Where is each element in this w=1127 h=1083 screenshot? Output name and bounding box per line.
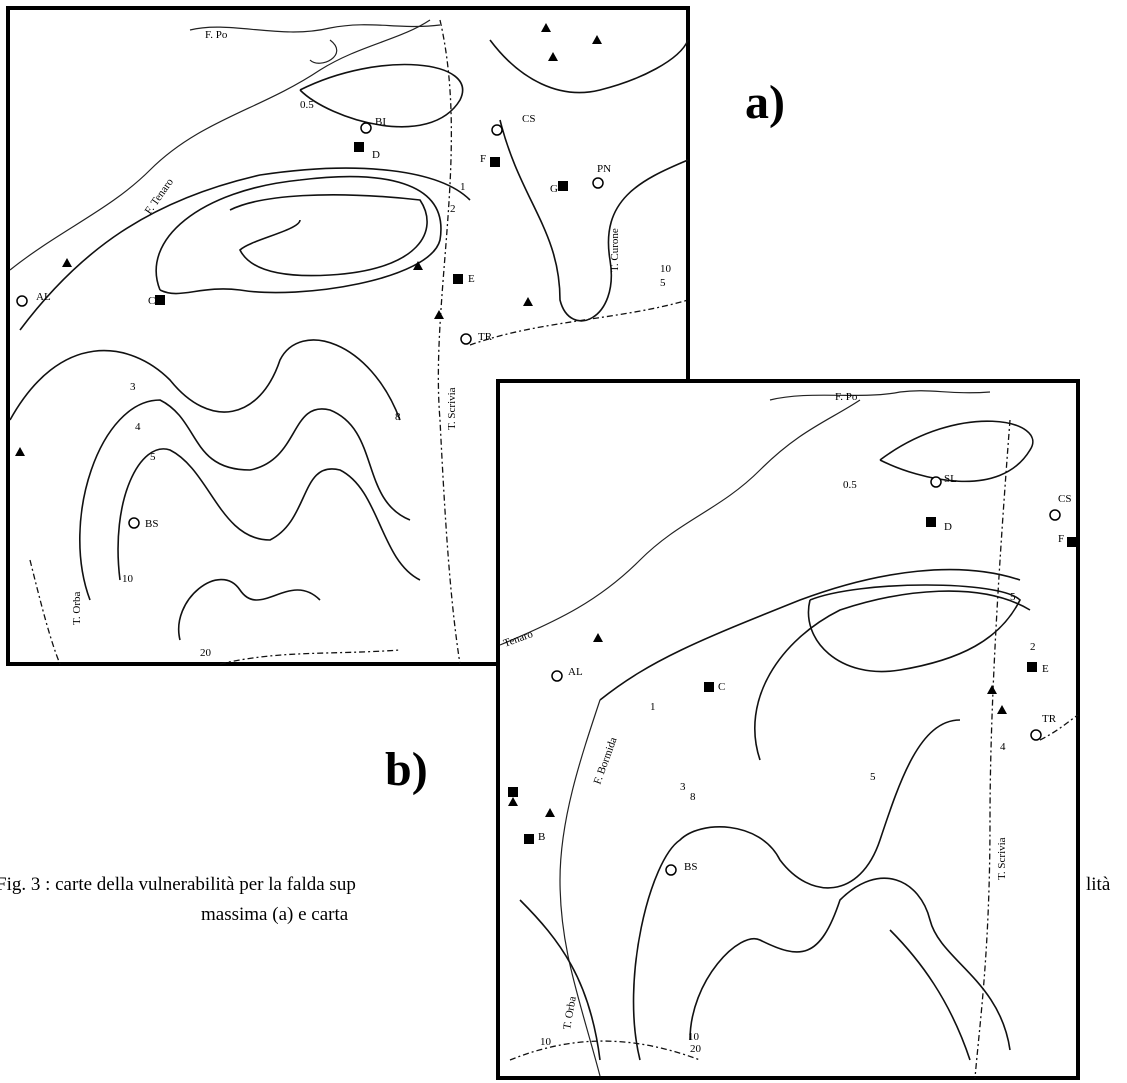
map-label: F	[1058, 533, 1064, 545]
map-label: 8	[395, 411, 401, 423]
map-label: G	[550, 183, 558, 195]
panel-label: a)	[745, 76, 785, 129]
site-square	[558, 181, 568, 191]
map-label: 10	[540, 1036, 552, 1048]
map-label: 0.5	[843, 479, 857, 491]
caption-line: Fig. 3 : carte della vulnerabilità per l…	[0, 874, 356, 895]
map-label: TR	[1042, 713, 1057, 725]
map-label: D	[372, 149, 380, 161]
site-circle	[931, 477, 941, 487]
map-label: 0.5	[300, 99, 314, 111]
map-label: 5	[1010, 591, 1016, 603]
map-label: 5	[660, 277, 666, 289]
map-label: 1	[650, 701, 656, 713]
map-label: T. Scrivia	[446, 387, 458, 430]
map-label: 10	[122, 573, 134, 585]
site-circle	[129, 518, 139, 528]
map-label: T. Curone	[609, 228, 621, 272]
map-label: E	[468, 273, 475, 285]
site-circle	[492, 125, 502, 135]
site-circle	[1031, 730, 1041, 740]
map-label: 8	[690, 791, 696, 803]
map-label: E	[1042, 663, 1049, 675]
panel-label: b)	[385, 743, 428, 796]
site-square	[155, 295, 165, 305]
map-label: BI	[375, 116, 386, 128]
map-label: F	[480, 153, 486, 165]
site-square	[1067, 537, 1077, 547]
map-label: 20	[200, 647, 212, 659]
map-label: 5	[870, 771, 876, 783]
map-label: BS	[145, 518, 158, 530]
map-label: 10	[660, 263, 672, 275]
site-square	[490, 157, 500, 167]
map-label: PN	[597, 163, 611, 175]
map-label: F. Po	[205, 29, 228, 41]
site-square	[508, 787, 518, 797]
map-label: 4	[135, 421, 141, 433]
map-label: 10	[688, 1031, 700, 1043]
caption-line: lità	[1086, 874, 1111, 895]
map-label: 3	[130, 381, 136, 393]
map-label: T. Orba	[71, 591, 83, 625]
site-square	[354, 142, 364, 152]
site-square	[926, 517, 936, 527]
map-label: AL	[36, 291, 51, 303]
site-square	[453, 274, 463, 284]
site-square	[1027, 662, 1037, 672]
map-label: 4	[1000, 741, 1006, 753]
site-circle	[666, 865, 676, 875]
map-label: 2	[450, 203, 456, 215]
site-circle	[1050, 510, 1060, 520]
map-label: F. Po	[835, 391, 858, 403]
site-square	[524, 834, 534, 844]
map-label: B	[538, 831, 545, 843]
map-label: 1	[460, 181, 466, 193]
map-label: C	[148, 295, 155, 307]
map-label: 5	[150, 451, 156, 463]
map-label: D	[944, 521, 952, 533]
map-label: CS	[1058, 493, 1071, 505]
figure: Fig. 3 : carte della vulnerabilità per l…	[0, 0, 1127, 1083]
map-label: AL	[568, 666, 583, 678]
map-label: TR	[478, 331, 493, 343]
map-b: F. Po0.5SLDCSFECALTRF. BormidaT. Scrivia…	[498, 381, 1078, 1078]
site-square	[704, 682, 714, 692]
map-label: 3	[680, 781, 686, 793]
site-circle	[593, 178, 603, 188]
site-circle	[461, 334, 471, 344]
map-label: 2	[1030, 641, 1036, 653]
map-label: CS	[522, 113, 535, 125]
map-label: SL	[944, 473, 957, 485]
caption-line: massima (a) e carta	[201, 904, 349, 925]
site-circle	[361, 123, 371, 133]
map-label: T. Scrivia	[996, 837, 1008, 880]
map-label: BS	[684, 861, 697, 873]
site-circle	[17, 296, 27, 306]
map-label: C	[718, 681, 725, 693]
map-label: 20	[690, 1043, 702, 1055]
site-circle	[552, 671, 562, 681]
